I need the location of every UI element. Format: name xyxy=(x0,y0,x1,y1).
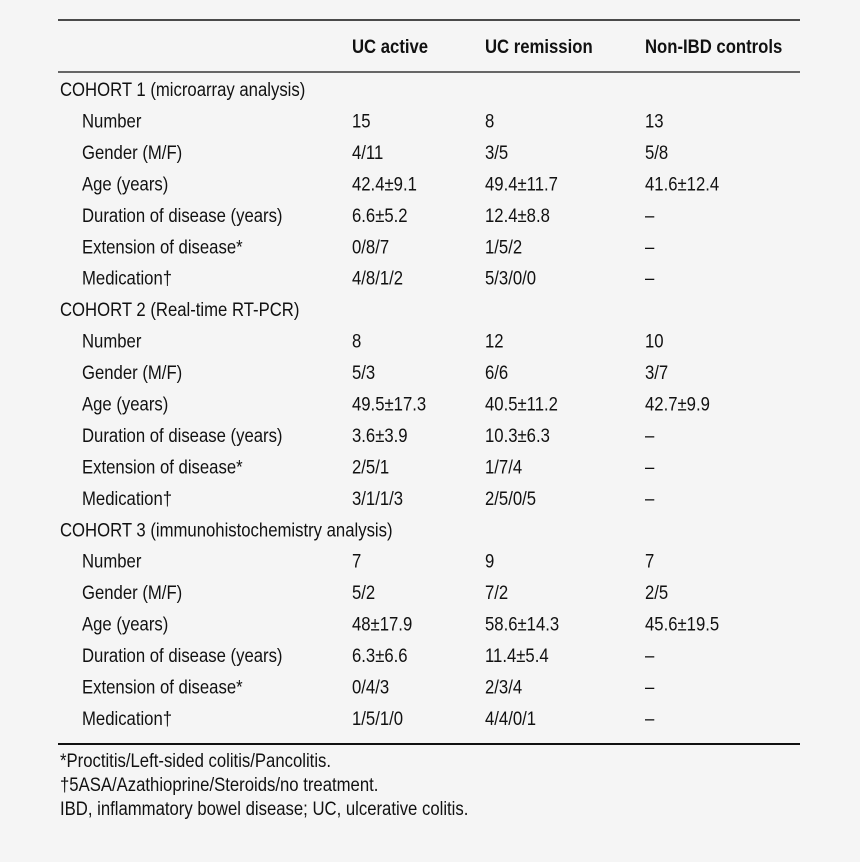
cell: – xyxy=(645,708,654,729)
cell: 5/3 xyxy=(352,362,375,383)
row-label: Gender (M/F) xyxy=(82,362,182,383)
cell: 7/2 xyxy=(485,582,508,603)
cell: 6.6±5.2 xyxy=(352,205,408,226)
cell: 3/5 xyxy=(485,142,508,163)
cell: 1/5/1/0 xyxy=(352,708,403,729)
cell: 3.6±3.9 xyxy=(352,425,408,446)
footnote: IBD, inflammatory bowel disease; UC, ulc… xyxy=(60,798,468,819)
cell: 42.4±9.1 xyxy=(352,173,417,194)
row-label: Medication† xyxy=(82,488,172,509)
cell: 2/5/0/5 xyxy=(485,488,536,509)
row-label: Duration of disease (years) xyxy=(82,205,283,226)
cell: 3/1/1/3 xyxy=(352,488,403,509)
cell: 5/8 xyxy=(645,142,668,163)
section-title: COHORT 1 (microarray analysis) xyxy=(60,79,305,100)
cell: 3/7 xyxy=(645,362,668,383)
cell: 2/3/4 xyxy=(485,677,522,698)
cell: 0/8/7 xyxy=(352,236,389,257)
cell: 10.3±6.3 xyxy=(485,425,550,446)
cell: 1/7/4 xyxy=(485,456,522,477)
cell: 2/5/1 xyxy=(352,456,389,477)
cell: – xyxy=(645,236,654,257)
cell: 15 xyxy=(352,110,371,131)
footnote: †5ASA/Azathioprine/Steroids/no treatment… xyxy=(60,774,378,795)
cell: 2/5 xyxy=(645,582,668,603)
cell: 41.6±12.4 xyxy=(645,173,719,194)
cell: – xyxy=(645,456,654,477)
cell: – xyxy=(645,677,654,698)
cell: 49.4±11.7 xyxy=(485,173,558,194)
cell: 10 xyxy=(645,331,664,352)
row-label: Medication† xyxy=(82,708,172,729)
table-text: UC active UC remission Non-IBD controls COH… xyxy=(60,36,782,819)
row-label: Gender (M/F) xyxy=(82,142,182,163)
cell: 5/2 xyxy=(352,582,375,603)
cell: 58.6±14.3 xyxy=(485,614,559,635)
cell: 8 xyxy=(352,331,361,352)
row-label: Extension of disease* xyxy=(82,236,243,257)
cell: 40.5±11.2 xyxy=(485,394,558,415)
cell: – xyxy=(645,425,654,446)
row-label: Duration of disease (years) xyxy=(82,425,283,446)
cell: – xyxy=(645,488,654,509)
column-header: UC remission xyxy=(485,36,593,57)
cell: 8 xyxy=(485,110,494,131)
cell: 4/4/0/1 xyxy=(485,708,536,729)
row-label: Age (years) xyxy=(82,394,168,415)
row-label: Extension of disease* xyxy=(82,456,243,477)
row-label: Medication† xyxy=(82,268,172,289)
row-label: Number xyxy=(82,551,141,572)
row-label: Age (years) xyxy=(82,173,168,194)
cell: 7 xyxy=(645,551,654,572)
cell: 13 xyxy=(645,110,664,131)
cell: 1/5/2 xyxy=(485,236,522,257)
section-title: COHORT 2 (Real-time RT-PCR) xyxy=(60,299,299,320)
section-title: COHORT 3 (immunohistochemistry analysis) xyxy=(60,519,393,540)
cell: 6.3±6.6 xyxy=(352,645,408,666)
cell: – xyxy=(645,645,654,666)
cell: 48±17.9 xyxy=(352,614,412,635)
cell: 9 xyxy=(485,551,494,572)
cell: – xyxy=(645,205,654,226)
cell: 12 xyxy=(485,331,504,352)
row-label: Age (years) xyxy=(82,614,168,635)
cell: 7 xyxy=(352,551,361,572)
row-label: Number xyxy=(82,331,141,352)
cell: 49.5±17.3 xyxy=(352,394,426,415)
cell: – xyxy=(645,268,654,289)
cell: 45.6±19.5 xyxy=(645,614,719,635)
footnote: *Proctitis/Left-sided colitis/Pancolitis… xyxy=(60,750,331,771)
cell: 4/8/1/2 xyxy=(352,268,403,289)
cell: 5/3/0/0 xyxy=(485,268,536,289)
cell: 4/11 xyxy=(352,142,383,163)
cell: 6/6 xyxy=(485,362,508,383)
row-label: Duration of disease (years) xyxy=(82,645,283,666)
cell: 11.4±5.4 xyxy=(485,645,549,666)
cell: 12.4±8.8 xyxy=(485,205,550,226)
cell: 42.7±9.9 xyxy=(645,394,710,415)
row-label: Number xyxy=(82,110,141,131)
cell: 0/4/3 xyxy=(352,677,389,698)
row-label: Extension of disease* xyxy=(82,677,243,698)
row-label: Gender (M/F) xyxy=(82,582,182,603)
column-header: UC active xyxy=(352,36,428,57)
column-header: Non-IBD controls xyxy=(645,36,782,57)
